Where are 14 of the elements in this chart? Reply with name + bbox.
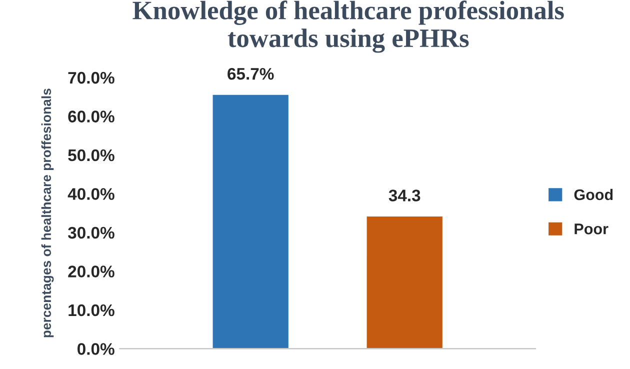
y-axis-title: percentages of healthcare proffesionals [41,88,54,338]
y-tick-label: 60.0% [68,110,114,122]
data-label: 65.7% [228,68,274,80]
y-tick-label: 70.0% [68,72,114,84]
y-tick-label: 20.0% [68,266,114,278]
y-tick-label: 0.0% [78,343,114,355]
y-tick-label: 30.0% [68,226,114,239]
legend-label: Good [574,188,613,200]
legend-label: Poor [574,224,608,234]
y-tick-label: 50.0% [68,149,114,162]
data-label: 34.3 [388,190,420,202]
chart-title: Knowledge of healthcare professionals towards using ePHRs [132,0,564,53]
y-tick-label: 10.0% [68,304,114,316]
y-tick-label: 40.0% [68,188,114,200]
